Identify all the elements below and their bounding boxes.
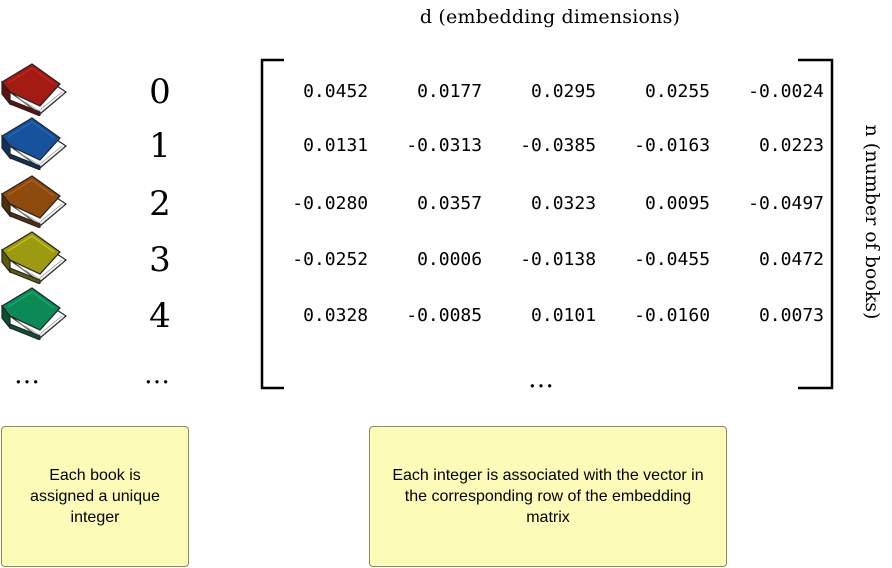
matrix-cell: 0.0357 (417, 193, 483, 214)
book-index: 1 (149, 126, 171, 166)
matrix-row: -0.0280 0.0357 0.0323 0.0095 -0.0497 (272, 193, 824, 215)
matrix-cell: 0.0006 (417, 249, 483, 270)
matrix-brackets (260, 58, 834, 390)
book-index: 3 (149, 240, 171, 280)
book-index: 4 (149, 296, 171, 336)
matrix-cell: -0.0497 (748, 193, 824, 214)
matrix-row: -0.0252 0.0006 -0.0138 -0.0455 0.0472 (272, 249, 824, 271)
matrix-cell: 0.0255 (645, 81, 711, 102)
book-integer-note: Each book is assigned a unique integer (1, 426, 189, 567)
book-icon (1, 117, 67, 170)
left-bracket (260, 58, 284, 390)
matrix-cell: -0.0138 (520, 249, 597, 270)
matrix-cell: 0.0095 (645, 193, 711, 214)
matrix-cell: -0.0024 (748, 81, 824, 102)
book-icon (1, 63, 67, 116)
matrix-cell: 0.0295 (531, 81, 597, 102)
matrix-row: 0.0131 -0.0313 -0.0385 -0.0163 0.0223 (272, 135, 824, 157)
matrix-cell: 0.0323 (531, 193, 597, 214)
matrix-cell: -0.0280 (292, 193, 369, 214)
book-index: 2 (149, 184, 171, 224)
matrix-cell: 0.0472 (758, 249, 824, 270)
matrix-cell: 0.0073 (758, 305, 824, 326)
right-bracket (798, 58, 834, 390)
embedding-row-note-text: Each integer is associated with the vect… (392, 467, 704, 526)
matrix-cell: 0.0177 (417, 81, 483, 102)
matrix-ellipsis: … (528, 364, 555, 394)
embedding-row-note: Each integer is associated with the vect… (369, 426, 727, 567)
matrix-cell: -0.0085 (406, 305, 483, 326)
matrix-cell: -0.0313 (406, 135, 483, 156)
indices-ellipsis: … (144, 360, 171, 390)
matrix-cell: 0.0223 (758, 135, 824, 156)
embedding-dimensions-label: d (embedding dimensions) (419, 6, 681, 28)
matrix-cell: 0.0131 (303, 135, 369, 156)
matrix-cell: -0.0385 (520, 135, 597, 156)
book-icon (1, 231, 67, 284)
matrix-cell: -0.0163 (634, 135, 711, 156)
book-index: 0 (149, 72, 171, 112)
matrix-cell: 0.0328 (303, 305, 369, 326)
book-icon (1, 287, 67, 340)
matrix-cell: -0.0160 (634, 305, 711, 326)
matrix-cell: 0.0452 (303, 81, 369, 102)
book-integer-note-text: Each book is assigned a unique integer (30, 467, 160, 526)
matrix-cell: 0.0101 (531, 305, 597, 326)
matrix-cell: -0.0252 (292, 249, 369, 270)
matrix-cell: -0.0455 (634, 249, 711, 270)
book-icon (1, 175, 67, 228)
matrix-row: 0.0452 0.0177 0.0295 0.0255 -0.0024 (272, 81, 824, 103)
number-of-books-label: n (number of books) (861, 124, 883, 320)
books-ellipsis: … (14, 360, 41, 390)
matrix-row: 0.0328 -0.0085 0.0101 -0.0160 0.0073 (272, 305, 824, 327)
